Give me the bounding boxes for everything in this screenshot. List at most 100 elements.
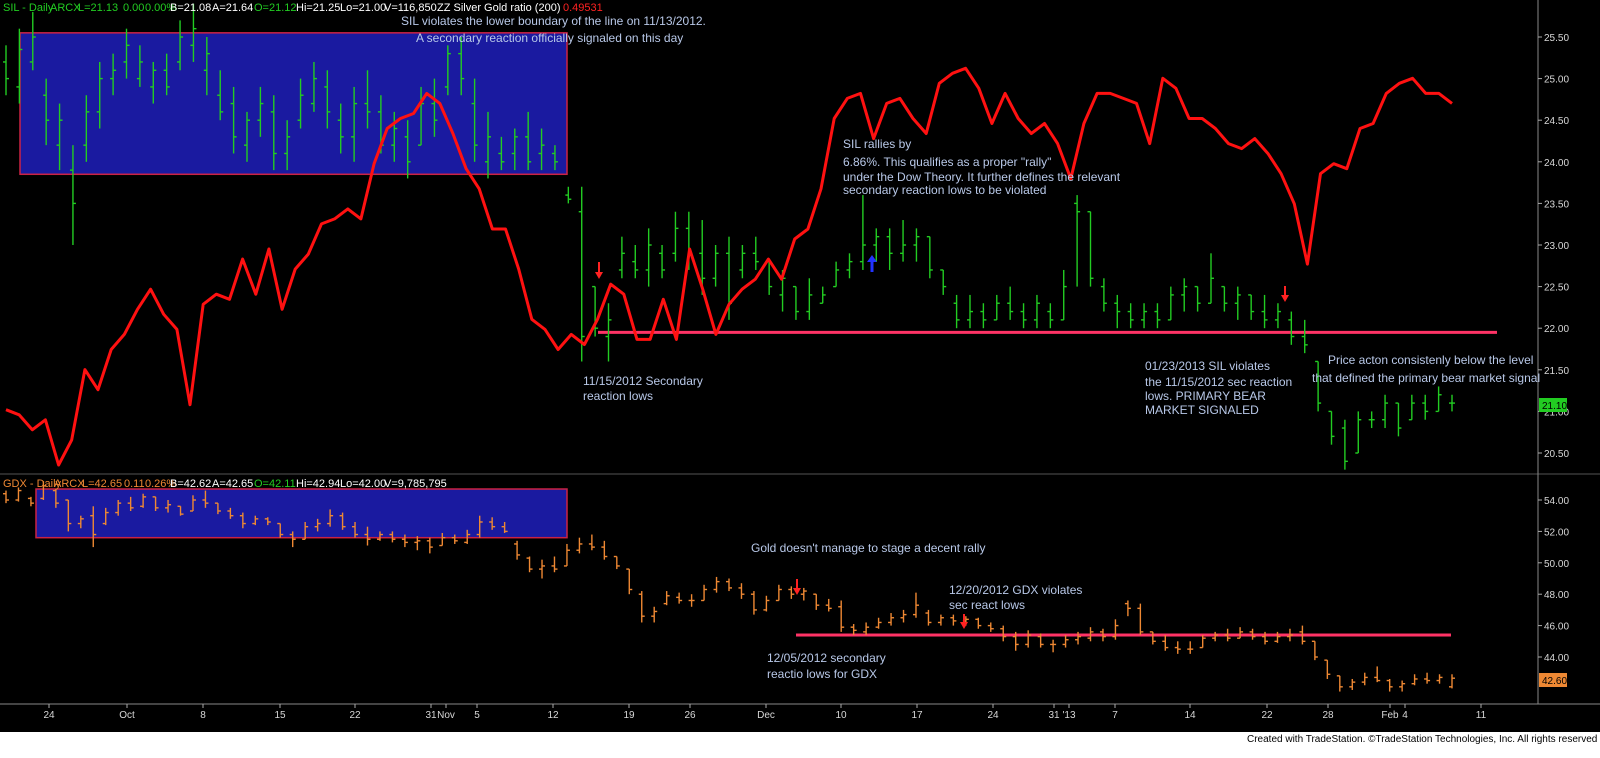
gdx-bar bbox=[1162, 635, 1169, 651]
gdx-bar bbox=[638, 591, 645, 623]
gdx-bar bbox=[800, 587, 807, 601]
sil-bar bbox=[833, 261, 840, 288]
gdx-bar bbox=[202, 490, 209, 508]
sil-bar bbox=[404, 120, 411, 179]
sil-bar bbox=[1127, 303, 1134, 329]
gdx-bar bbox=[875, 617, 882, 629]
sil-bar bbox=[859, 195, 866, 270]
time-tick-label: 28 bbox=[1322, 710, 1334, 721]
gdx-bar bbox=[1037, 633, 1044, 648]
annotation-rally-line3: under the Dow Theory. It further defines… bbox=[843, 170, 1121, 184]
gdx-bar bbox=[314, 518, 321, 532]
gdx-bar bbox=[414, 536, 421, 551]
gdx-last-price: 42.60 bbox=[1542, 676, 1567, 687]
gdx-bar bbox=[439, 532, 446, 547]
sil-bar bbox=[1288, 311, 1295, 345]
annotation-gdx-lows-line1: 12/05/2012 secondary bbox=[767, 651, 886, 665]
gdx-bar bbox=[389, 531, 396, 543]
gdx-bar bbox=[1149, 631, 1156, 645]
gdx-bar bbox=[551, 556, 558, 573]
sil-change: 0.00 bbox=[123, 2, 144, 14]
sil-bar bbox=[525, 111, 532, 171]
consolidation-boxes bbox=[19, 32, 568, 539]
gdx-bar bbox=[1000, 625, 1007, 642]
sil-bar bbox=[940, 269, 947, 295]
annotation-gdx-violates-line2: sec react lows bbox=[949, 598, 1025, 612]
gdx-bar bbox=[77, 515, 84, 529]
sil-bar bbox=[1328, 410, 1335, 445]
sil-price-tick-label: 21.50 bbox=[1544, 366, 1569, 377]
gdx-bar bbox=[788, 586, 795, 599]
sil-bar bbox=[297, 78, 304, 129]
sil-bar bbox=[69, 145, 76, 245]
silver-gold-ratio-line bbox=[5, 66, 1453, 467]
time-tick-label: 10 bbox=[835, 710, 847, 721]
sil-bar bbox=[1074, 195, 1081, 287]
gdx-bar bbox=[613, 555, 620, 570]
gdx-bar bbox=[763, 595, 770, 612]
sil-bar bbox=[163, 53, 170, 96]
sil-bar bbox=[967, 294, 973, 329]
sil-price-tick-label: 25.50 bbox=[1544, 33, 1569, 44]
sil-bar bbox=[324, 70, 331, 129]
gdx-bar bbox=[1336, 675, 1343, 692]
sil-price-tick-label: 24.00 bbox=[1544, 158, 1569, 169]
gdx-bar bbox=[576, 537, 583, 554]
gdx-bar bbox=[526, 556, 533, 573]
sil-bar bbox=[123, 28, 130, 79]
gdx-bar bbox=[1411, 674, 1418, 686]
annotation-bear-line1: 01/23/2013 SIL violates bbox=[1145, 359, 1270, 373]
time-tick-label: 7 bbox=[1112, 710, 1118, 721]
gdx-bar bbox=[65, 499, 72, 532]
gdx-bar bbox=[90, 506, 97, 548]
annotation-gdx-lows-line2: reactio lows for GDX bbox=[767, 667, 877, 681]
sil-price-axis: 25.50 25.00 24.50 24.00 23.50 23.00 22.50 22.00… bbox=[1538, 33, 1569, 460]
gdx-bar bbox=[601, 540, 608, 560]
sil-bar bbox=[1154, 303, 1161, 329]
gdx-bar bbox=[1349, 678, 1356, 690]
gdx-bar bbox=[52, 489, 59, 508]
sil-bar bbox=[672, 211, 679, 262]
gdx-support-line bbox=[796, 633, 1451, 637]
gdx-bar bbox=[676, 592, 683, 604]
annotation-sec-lows-line1: 11/15/2012 Secondary bbox=[583, 374, 703, 388]
sil-exchange: ARCX bbox=[50, 2, 81, 14]
gdx-bar bbox=[563, 543, 570, 567]
sil-bar bbox=[56, 103, 63, 171]
sil-price-tick-label: 24.50 bbox=[1544, 116, 1569, 127]
sil-volume: V=116,850 bbox=[384, 2, 437, 14]
gdx-bar bbox=[1137, 603, 1144, 636]
ratio-indicator-value: 0.49531 bbox=[563, 2, 603, 14]
gdx-bar bbox=[726, 578, 732, 592]
time-tick-label: 12 bbox=[547, 710, 559, 721]
sil-change-pct: 0.00% bbox=[145, 2, 176, 14]
gdx-bar bbox=[102, 507, 109, 526]
gdx-bar bbox=[115, 500, 122, 516]
time-tick-label: '13 bbox=[1062, 710, 1075, 721]
sil-bar bbox=[1274, 303, 1281, 329]
sil-bar bbox=[873, 228, 880, 262]
gdx-bar bbox=[701, 584, 708, 602]
sil-bar bbox=[1341, 419, 1348, 470]
gdx-bar bbox=[1286, 628, 1293, 642]
gdx-volume: V=9,785,795 bbox=[384, 478, 447, 490]
sil-bar bbox=[364, 70, 371, 129]
sil-bar bbox=[1114, 294, 1121, 329]
sil-bar bbox=[1449, 394, 1455, 412]
gdx-bar bbox=[451, 534, 458, 544]
time-tick-label: 14 bbox=[1184, 710, 1196, 721]
sil-bar bbox=[16, 28, 23, 104]
gdx-bar bbox=[401, 534, 408, 548]
gdx-ask: A=42.65 bbox=[212, 478, 253, 490]
gdx-bar bbox=[27, 496, 34, 507]
sil-last-price-tag: 21.10 bbox=[1539, 398, 1567, 412]
annotation-rally-line1: SIL rallies by bbox=[843, 137, 911, 151]
gdx-bar bbox=[1087, 627, 1094, 642]
sil-price-tick-label: 22.00 bbox=[1544, 324, 1569, 335]
gdx-bar bbox=[476, 515, 483, 538]
sil-bar bbox=[645, 228, 652, 287]
time-tick-label: 4 bbox=[1402, 710, 1408, 721]
sil-bar bbox=[96, 61, 103, 129]
gdx-bar bbox=[975, 617, 982, 629]
gdx-bar bbox=[1311, 640, 1318, 661]
